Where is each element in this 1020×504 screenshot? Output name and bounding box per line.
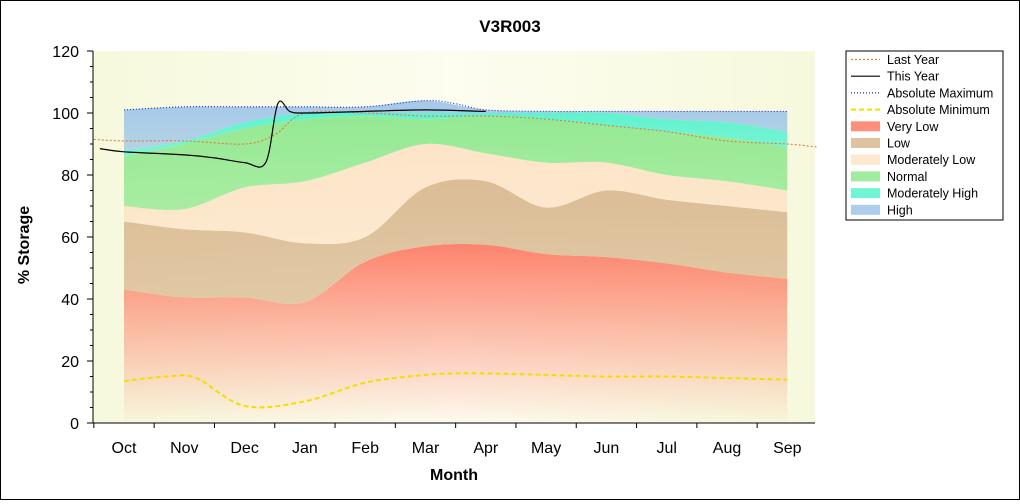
legend-label: This Year	[887, 70, 939, 84]
legend-item-moderately-high: Moderately High	[851, 187, 978, 201]
legend-item-this-year: This Year	[851, 70, 939, 84]
line-last-year	[93, 110, 818, 148]
legend-item-last-year: Last Year	[851, 53, 939, 67]
band-very-low	[124, 243, 788, 423]
legend-label: Absolute Minimum	[887, 103, 990, 117]
x-tick-label: Jan	[292, 440, 318, 457]
legend-item-low: Low	[851, 137, 911, 151]
legend-label: Low	[887, 137, 911, 151]
legend-label: Absolute Maximum	[887, 86, 993, 100]
legend-item-high: High	[851, 203, 913, 217]
x-tick-label: Dec	[230, 440, 258, 457]
x-axis-label: Month	[430, 467, 478, 484]
x-tick-label: Nov	[170, 440, 198, 457]
y-axis-label: % Storage	[16, 206, 33, 284]
y-tick-label: 120	[52, 44, 79, 61]
legend-swatch	[851, 138, 880, 148]
legend-label: Very Low	[887, 120, 939, 134]
legend-label: High	[887, 203, 913, 217]
legend-swatch	[851, 154, 880, 165]
band-areas	[124, 100, 788, 423]
axes: 0 20 40 60 80 100 120 Oct Nov Dec Jan Feb Mar Apr May J…	[52, 44, 815, 457]
y-tick-label: 80	[61, 168, 79, 185]
legend-label: Normal	[887, 170, 927, 184]
legend: Last Year This Year Absolute Maximum Absolu…	[845, 50, 1004, 221]
x-tick-label: Apr	[473, 440, 499, 457]
band-normal	[124, 116, 788, 211]
line-this-year	[99, 100, 486, 168]
legend-swatch	[851, 171, 880, 182]
legend-swatch	[851, 121, 880, 132]
band-moderately-low	[124, 143, 788, 245]
legend-swatch	[851, 188, 880, 199]
legend-label: Last Year	[887, 53, 939, 67]
x-tick-label: Sep	[773, 440, 802, 457]
band-low	[124, 179, 788, 304]
y-tick-label: 40	[61, 292, 79, 309]
legend-item-absolute-maximum: Absolute Maximum	[851, 86, 993, 100]
legend-item-normal: Normal	[851, 170, 927, 184]
x-tick-label: Aug	[713, 440, 741, 457]
series-lines	[93, 99, 818, 409]
legend-label: Moderately Low	[887, 153, 976, 167]
y-tick-label: 100	[52, 106, 79, 123]
legend-item-very-low: Very Low	[851, 120, 939, 134]
x-tick-label: Mar	[412, 440, 440, 457]
legend-item-moderately-low: Moderately Low	[851, 153, 976, 167]
y-tick-label: 60	[61, 230, 79, 247]
x-tick-label: Jul	[656, 440, 676, 457]
y-tick-label: 0	[70, 416, 79, 433]
legend-item-absolute-minimum: Absolute Minimum	[851, 103, 990, 117]
band-moderately-high	[124, 112, 788, 157]
line-absolute-maximum	[123, 99, 788, 113]
chart-title: V3R003	[479, 17, 540, 36]
x-tick-label: May	[531, 440, 561, 457]
band-high	[124, 100, 788, 151]
x-tick-label: Jun	[594, 440, 620, 457]
x-tick-label: Oct	[112, 440, 137, 457]
y-tick-label: 20	[61, 354, 79, 371]
line-absolute-minimum	[123, 372, 788, 409]
legend-label: Moderately High	[887, 187, 978, 201]
x-tick-label: Feb	[351, 440, 379, 457]
legend-swatch	[851, 204, 880, 215]
